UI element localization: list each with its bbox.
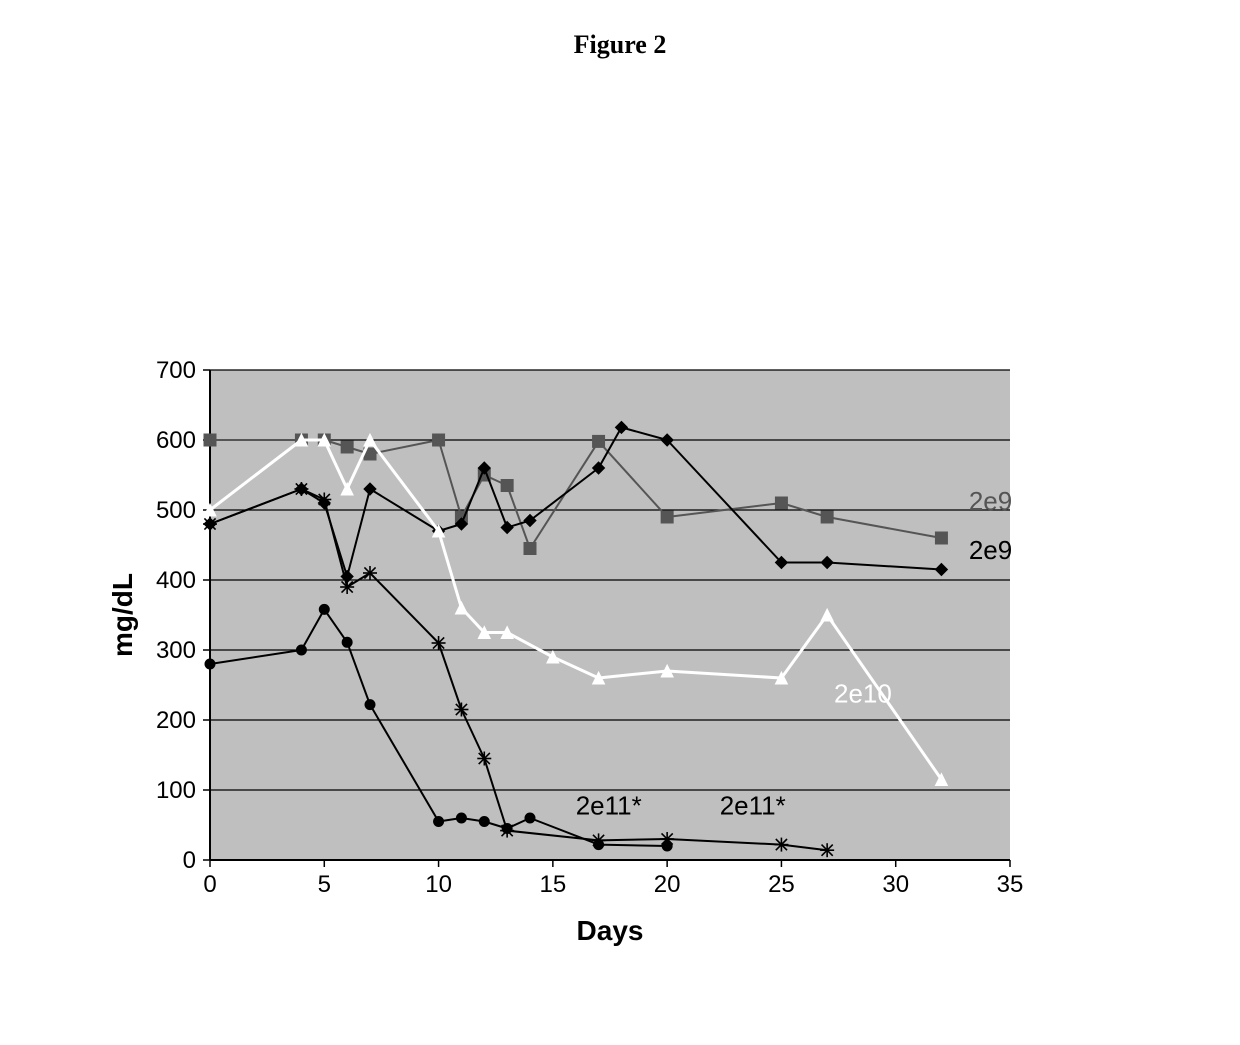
xtick-label: 5 [318, 871, 331, 898]
xtick-label: 30 [882, 871, 909, 898]
x-axis-label: Days [577, 915, 644, 946]
ytick-label: 300 [156, 637, 196, 664]
series-annotation: 2e11* [720, 791, 786, 821]
figure-title: Figure 2 [0, 30, 1240, 60]
xtick-label: 0 [203, 871, 216, 898]
xtick-label: 20 [654, 871, 681, 898]
ytick-label: 200 [156, 707, 196, 734]
series-annotation: 2e9 [969, 486, 1012, 516]
ytick-label: 600 [156, 427, 196, 454]
chart: 0 100 200 300 400 500 600 700 0 5 10 15 20 25 30 35 Days… [90, 360, 1190, 1010]
xtick-label: 35 [997, 871, 1024, 898]
xtick-label: 25 [768, 871, 795, 898]
ytick-label: 400 [156, 567, 196, 594]
series-annotation: 2e9 [969, 535, 1012, 565]
ytick-label: 500 [156, 497, 196, 524]
ytick-label: 0 [183, 847, 196, 874]
y-axis-label: mg/dL [107, 573, 138, 657]
ytick-label: 700 [156, 360, 196, 384]
series-annotation: 2e10 [834, 679, 892, 709]
xtick-label: 10 [425, 871, 452, 898]
xtick-label: 15 [540, 871, 567, 898]
series-annotation: 2e11* [576, 791, 642, 821]
ytick-label: 100 [156, 777, 196, 804]
